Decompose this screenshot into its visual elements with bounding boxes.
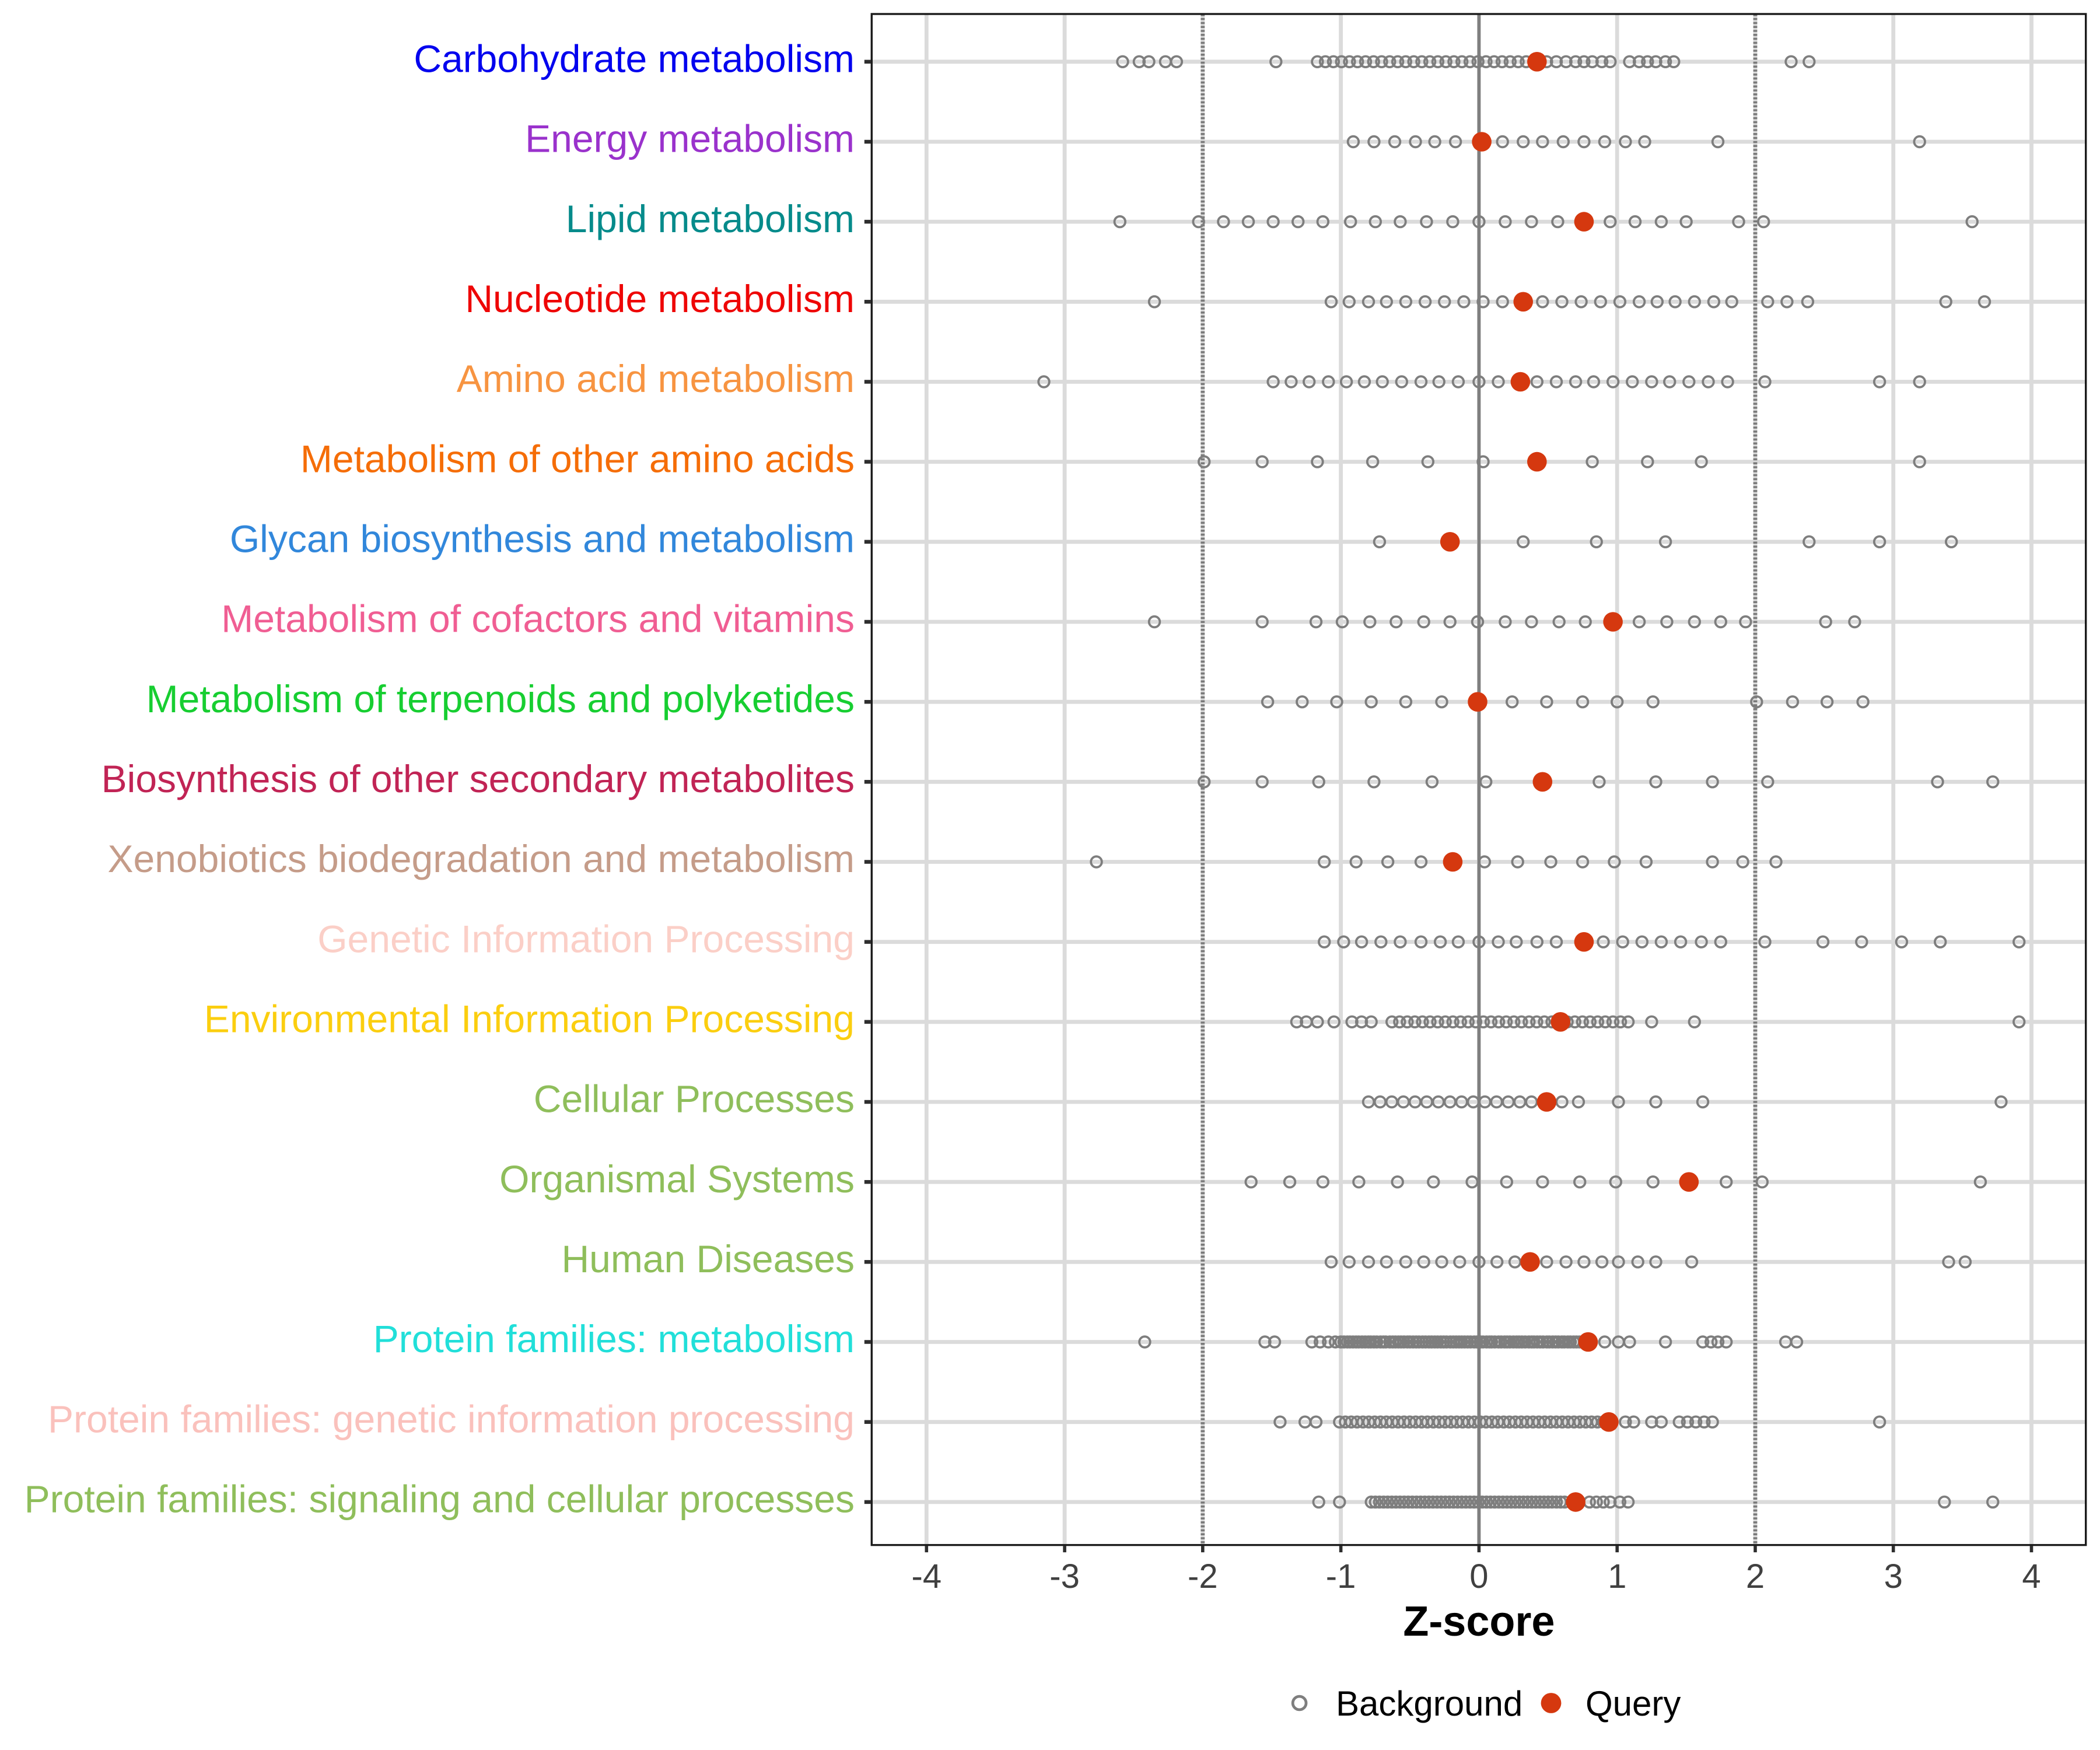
svg-text:Lipid metabolism: Lipid metabolism bbox=[566, 197, 855, 240]
svg-text:Carbohydrate metabolism: Carbohydrate metabolism bbox=[414, 37, 855, 80]
svg-text:-3: -3 bbox=[1049, 1558, 1080, 1595]
svg-text:Z-score: Z-score bbox=[1403, 1598, 1555, 1645]
svg-text:Genetic Information Processing: Genetic Information Processing bbox=[317, 917, 855, 960]
svg-text:Energy metabolism: Energy metabolism bbox=[525, 117, 855, 160]
svg-text:Biosynthesis of other secondar: Biosynthesis of other secondary metaboli… bbox=[102, 757, 855, 800]
svg-text:Background: Background bbox=[1336, 1684, 1522, 1723]
svg-text:Xenobiotics biodegradation and: Xenobiotics biodegradation and metabolis… bbox=[108, 837, 855, 880]
svg-text:Protein families: genetic info: Protein families: genetic information pr… bbox=[48, 1397, 855, 1440]
svg-text:Protein families: signaling an: Protein families: signaling and cellular… bbox=[24, 1478, 855, 1521]
svg-text:2: 2 bbox=[1746, 1558, 1765, 1595]
svg-text:Organismal Systems: Organismal Systems bbox=[499, 1157, 855, 1200]
svg-text:-4: -4 bbox=[912, 1558, 942, 1595]
svg-text:3: 3 bbox=[1884, 1558, 1903, 1595]
svg-text:Metabolism of terpenoids and p: Metabolism of terpenoids and polyketides bbox=[146, 677, 855, 720]
svg-text:Query: Query bbox=[1586, 1684, 1681, 1723]
svg-text:Nucleotide metabolism: Nucleotide metabolism bbox=[465, 277, 855, 320]
svg-text:1: 1 bbox=[1608, 1558, 1626, 1595]
svg-text:4: 4 bbox=[2022, 1558, 2041, 1595]
svg-text:Metabolism of other amino acid: Metabolism of other amino acids bbox=[300, 437, 855, 480]
svg-text:-2: -2 bbox=[1188, 1558, 1218, 1595]
svg-text:Metabolism of cofactors and vi: Metabolism of cofactors and vitamins bbox=[221, 597, 855, 640]
svg-text:Environmental Information Proc: Environmental Information Processing bbox=[204, 998, 855, 1041]
svg-text:Protein families: metabolism: Protein families: metabolism bbox=[373, 1317, 855, 1360]
svg-text:0: 0 bbox=[1469, 1558, 1488, 1595]
svg-text:Amino acid metabolism: Amino acid metabolism bbox=[457, 357, 855, 400]
svg-text:Glycan biosynthesis and metabo: Glycan biosynthesis and metabolism bbox=[230, 517, 855, 561]
svg-text:-1: -1 bbox=[1326, 1558, 1356, 1595]
svg-text:Human Diseases: Human Diseases bbox=[561, 1237, 855, 1280]
svg-text:Cellular Processes: Cellular Processes bbox=[534, 1077, 855, 1121]
